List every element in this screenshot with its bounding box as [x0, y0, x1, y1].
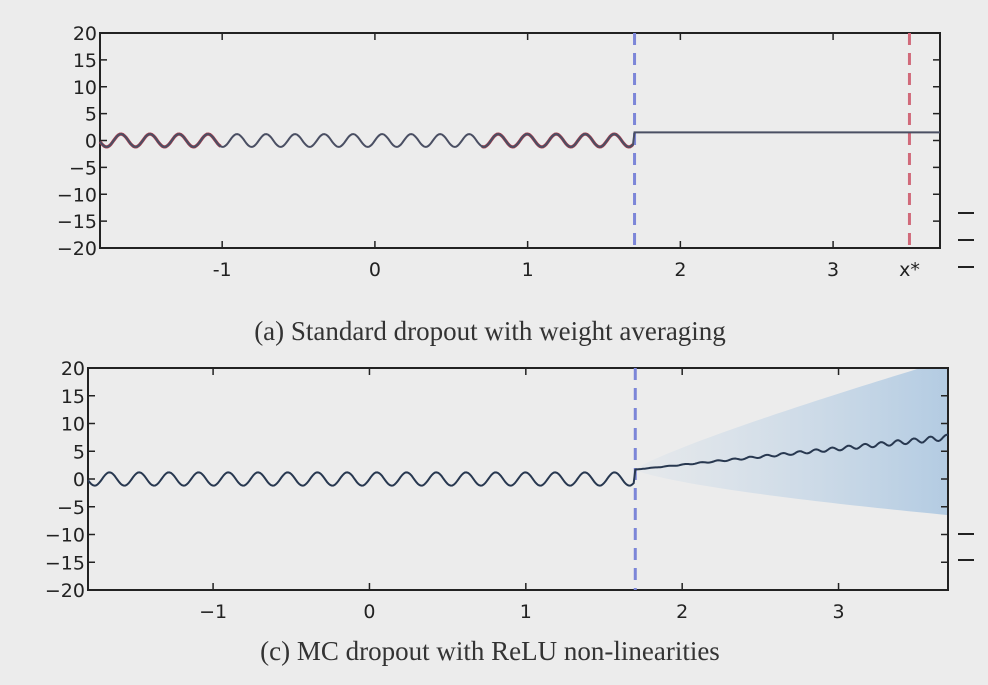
- x-tick-label: 2: [676, 601, 688, 623]
- x-tick-label: 1: [520, 601, 532, 623]
- panel-a-series: [98, 131, 940, 149]
- y-tick-label: 15: [61, 386, 85, 408]
- y-tick-label: −5: [69, 157, 97, 179]
- panel-a: 20 15 10 5 0 −5 −10 −15 −20 -1 0 1 2 3 x* (a) Standard…: [57, 23, 941, 346]
- x-tick-label: 0: [369, 259, 381, 281]
- x-tick-label: 3: [827, 259, 839, 281]
- y-tick-label: 10: [73, 77, 97, 99]
- x-tick-label: 3: [832, 601, 844, 623]
- panel-c-band: [635, 368, 948, 516]
- y-tick-label: 15: [73, 50, 97, 72]
- y-tick-label: 20: [73, 23, 97, 45]
- y-tick-label: 20: [61, 358, 85, 380]
- y-tick-label: 5: [85, 104, 97, 126]
- neighbor-ticks: [958, 212, 974, 561]
- panel-a-caption: (a) Standard dropout with weight averagi…: [254, 316, 726, 346]
- series-prediction: [87, 433, 949, 487]
- y-tick-label: −5: [57, 497, 85, 519]
- panel-a-vlines: [633, 33, 911, 248]
- y-tick-label: 0: [73, 469, 85, 491]
- panel-c-series: [87, 433, 949, 487]
- y-tick-label: −10: [57, 184, 97, 206]
- series-prediction: [99, 131, 940, 148]
- y-tick-label: −15: [45, 552, 85, 574]
- x-star-label: x*: [899, 259, 920, 281]
- x-tick-label: -1: [213, 259, 232, 281]
- x-tick-label: 2: [674, 259, 686, 281]
- y-tick-label: −15: [57, 211, 97, 233]
- y-tick-label: 10: [61, 414, 85, 436]
- y-tick-label: 0: [85, 131, 97, 153]
- y-tick-label: −20: [45, 580, 85, 602]
- x-tick-label: 1: [522, 259, 534, 281]
- x-tick-label: −1: [199, 601, 227, 623]
- panel-a-ticks: 20 15 10 5 0 −5 −10 −15 −20 -1 0 1 2 3 x*: [57, 23, 940, 281]
- y-tick-label: −20: [57, 238, 97, 260]
- x-tick-label: 0: [363, 601, 375, 623]
- y-tick-label: −10: [45, 525, 85, 547]
- panel-c-caption: (c) MC dropout with ReLU non-linearities: [260, 636, 720, 666]
- y-tick-label: 5: [73, 441, 85, 463]
- uncertainty-band: [635, 368, 948, 516]
